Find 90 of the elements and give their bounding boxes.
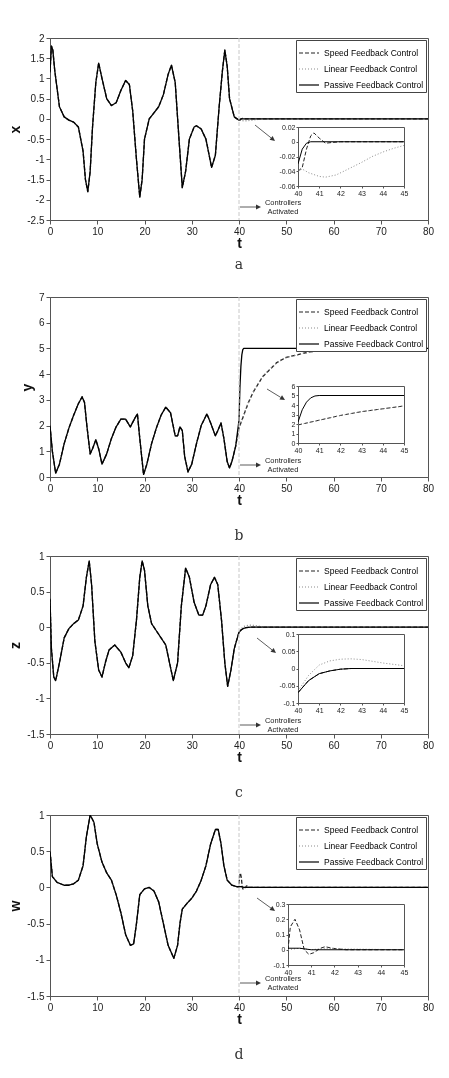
y-tick-label: 2	[38, 420, 45, 432]
x-tick-label: 30	[186, 482, 199, 494]
y-tick-label: 5	[38, 342, 45, 354]
y-tick-label: 0	[38, 621, 45, 633]
y-tick-label: -1.5	[27, 990, 45, 1002]
x-tick-label: 20	[139, 225, 151, 237]
y-tick-label: -1	[35, 153, 45, 165]
y-tick-label: 1	[38, 72, 45, 84]
x-tick-label: 60	[328, 482, 340, 494]
legend-label: Passive Feedback Control	[324, 598, 424, 608]
legend-label: Passive Feedback Control	[324, 857, 424, 867]
text: b	[234, 527, 244, 543]
y-tick-label: -0.5	[27, 657, 45, 669]
y-axis-title: w	[7, 900, 24, 913]
text: c	[235, 784, 244, 800]
x-tick-label: 80	[422, 482, 435, 494]
y-tick-label: -0.5	[27, 918, 45, 930]
x-tick-label: 20	[139, 739, 151, 751]
x-tick-label: 10	[92, 225, 104, 237]
y-axis-title: y	[18, 383, 35, 392]
text: d	[234, 1046, 244, 1062]
y-tick-label: 0.5	[30, 845, 45, 857]
x-tick-label: 80	[422, 739, 435, 751]
x-tick-label: 40	[233, 225, 246, 237]
y-tick-label: 1	[38, 550, 45, 562]
legend-label: Speed Feedback Control	[324, 825, 419, 835]
x-tick-label: 80	[422, 1001, 435, 1013]
y-tick-label: 3	[38, 394, 45, 406]
x-tick-label: 40	[233, 739, 246, 751]
legend-label: Linear Feedback Control	[324, 323, 418, 333]
x-tick-label: 0	[47, 739, 54, 751]
y-tick-label: 0	[38, 113, 45, 125]
x-tick-label: 0	[47, 225, 54, 237]
x-tick-label: 60	[328, 739, 340, 751]
y-axis-title: x	[7, 125, 24, 134]
x-tick-label: 0	[47, 482, 54, 494]
y-tick-label: 0.5	[30, 93, 45, 105]
x-tick-label: 70	[375, 739, 388, 751]
y-tick-label: 1.5	[30, 52, 45, 64]
legend-label: Speed Feedback Control	[324, 48, 419, 58]
x-tick-label: 80	[422, 225, 435, 237]
x-tick-label: 20	[139, 482, 151, 494]
x-tick-label: 40	[233, 482, 246, 494]
y-tick-label: -0.5	[27, 133, 45, 145]
legend-label: Speed Feedback Control	[324, 307, 419, 317]
x-tick-label: 50	[281, 482, 293, 494]
y-axis-title: z	[7, 642, 24, 649]
x-tick-label: 20	[139, 1001, 151, 1013]
legend-label: Linear Feedback Control	[324, 582, 418, 592]
text: a	[234, 256, 244, 272]
legend-label: Linear Feedback Control	[324, 841, 418, 851]
y-tick-label: 0	[38, 471, 45, 483]
legend-label: Linear Feedback Control	[324, 64, 418, 74]
x-tick-label: 50	[281, 1001, 293, 1013]
y-tick-label: -2.5	[27, 214, 45, 226]
x-tick-label: 10	[92, 1001, 104, 1013]
y-tick-label: 6	[38, 317, 45, 329]
y-tick-label: 2	[38, 32, 45, 44]
y-tick-label: -1.5	[27, 174, 45, 186]
x-tick-label: 70	[375, 1001, 388, 1013]
x-tick-label: 70	[375, 482, 388, 494]
y-tick-label: 1	[38, 445, 45, 457]
x-tick-label: 10	[92, 482, 104, 494]
x-tick-label: 50	[281, 739, 293, 751]
x-tick-label: 0	[47, 1001, 54, 1013]
x-tick-label: 50	[281, 225, 293, 237]
x-tick-label: 10	[92, 739, 104, 751]
x-axis-title: t	[237, 491, 243, 508]
legend-label: Speed Feedback Control	[324, 566, 419, 576]
y-tick-label: -1	[35, 954, 45, 966]
x-axis-title: t	[237, 1010, 243, 1027]
x-axis-title: t	[237, 748, 243, 765]
y-tick-label: 7	[38, 291, 45, 303]
x-tick-label: 60	[328, 1001, 340, 1013]
legend-label: Passive Feedback Control	[324, 80, 424, 90]
y-tick-label: 4	[38, 368, 45, 380]
x-tick-label: 30	[186, 739, 199, 751]
y-tick-label: 0.5	[30, 586, 45, 598]
x-tick-label: 30	[186, 1001, 199, 1013]
y-tick-label: -1	[35, 692, 45, 704]
y-tick-label: 1	[38, 809, 45, 821]
x-tick-label: 40	[233, 1001, 246, 1013]
legend-label: Passive Feedback Control	[324, 339, 424, 349]
x-axis-title: t	[237, 234, 243, 251]
x-tick-label: 70	[375, 225, 388, 237]
y-tick-label: 0	[38, 881, 45, 893]
y-tick-label: -1.5	[27, 728, 45, 740]
x-tick-label: 30	[186, 225, 199, 237]
y-tick-label: -2	[35, 194, 45, 206]
x-tick-label: 60	[328, 225, 340, 237]
